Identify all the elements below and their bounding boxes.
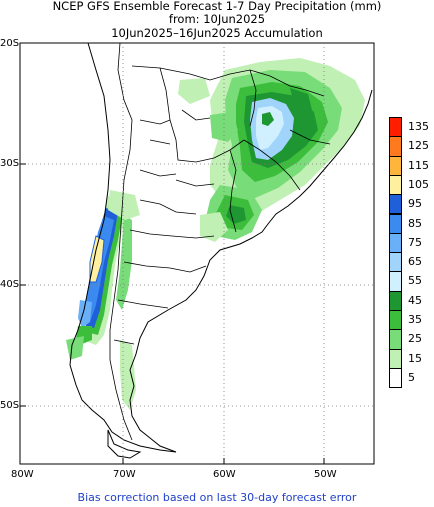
legend-swatch bbox=[389, 252, 402, 273]
legend-swatch bbox=[389, 290, 402, 311]
legend-label: 75 bbox=[408, 235, 422, 249]
graticule bbox=[20, 43, 374, 464]
precip-chile bbox=[66, 196, 136, 410]
legend-label: 55 bbox=[408, 274, 422, 288]
lat-label-20s: 20S bbox=[0, 38, 20, 49]
legend-label: 45 bbox=[408, 293, 422, 307]
ticks bbox=[20, 163, 325, 464]
map-title: NCEP GFS Ensemble Forecast 1-7 Day Preci… bbox=[52, 0, 382, 13]
bias-correction-note: Bias correction based on last 30-day for… bbox=[77, 491, 357, 504]
legend-label: 25 bbox=[408, 332, 422, 346]
legend-swatch bbox=[389, 310, 402, 331]
legend-label: 85 bbox=[408, 216, 422, 230]
legend-swatch bbox=[389, 136, 402, 157]
legend-swatch bbox=[389, 348, 402, 369]
legend-swatch bbox=[389, 367, 402, 389]
legend-swatch bbox=[389, 271, 402, 292]
coastlines bbox=[69, 42, 373, 459]
lon-label-80w: 80W bbox=[11, 469, 34, 480]
legend-label: 15 bbox=[408, 351, 422, 365]
legend-label: 135 bbox=[408, 120, 429, 133]
legend-label: 5 bbox=[408, 370, 415, 384]
forecast-start: from: 10Jun2025 bbox=[168, 12, 266, 26]
legend-swatch bbox=[389, 232, 402, 254]
legend-label: 65 bbox=[408, 255, 422, 269]
legend-swatch bbox=[389, 155, 402, 176]
accumulation-range: 10Jun2025–16Jun2025 Accumulation bbox=[111, 26, 323, 40]
legend-swatch bbox=[389, 117, 402, 138]
legend-label: 35 bbox=[408, 313, 422, 326]
lat-label-30s: 30S bbox=[0, 158, 20, 169]
lon-label-60w: 60W bbox=[213, 469, 236, 480]
lat-label-40s: 40S bbox=[0, 279, 20, 290]
legend-label: 95 bbox=[408, 197, 422, 211]
legend-label: 125 bbox=[408, 139, 429, 153]
precip-east bbox=[108, 58, 365, 242]
legend-swatch bbox=[389, 174, 402, 196]
political-borders bbox=[109, 42, 331, 441]
legend-swatch bbox=[389, 329, 402, 350]
lon-label-70w: 70W bbox=[113, 469, 136, 480]
legend-label: 105 bbox=[408, 177, 429, 191]
legend-swatch bbox=[389, 194, 402, 215]
legend-label: 115 bbox=[408, 158, 429, 172]
lon-label-50w: 50W bbox=[314, 469, 337, 480]
legend-swatch bbox=[389, 213, 402, 234]
lat-label-50s: 50S bbox=[0, 400, 20, 411]
